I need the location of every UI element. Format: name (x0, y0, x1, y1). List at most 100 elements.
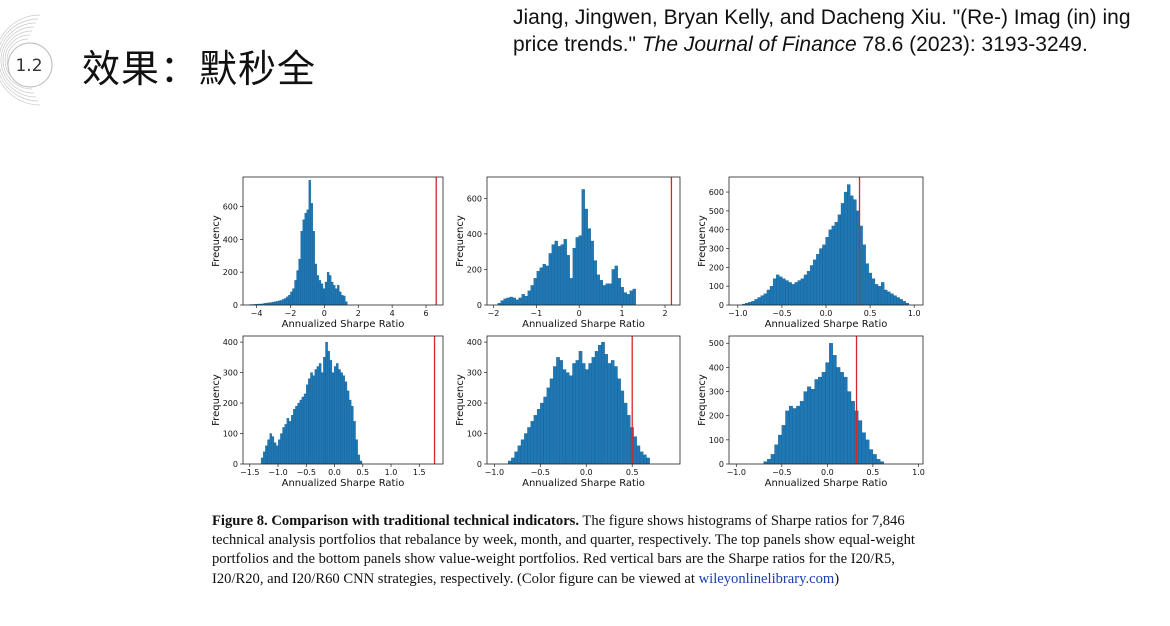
histogram-bar (778, 434, 782, 465)
histogram-bar (322, 288, 326, 306)
histogram-bar (797, 280, 802, 306)
histogram-bar (847, 184, 851, 306)
x-tick-label: 0.0 (820, 309, 833, 318)
histogram-bar (810, 388, 815, 465)
histogram-bar (290, 291, 293, 306)
slide-number: 1.2 (15, 56, 43, 76)
plot-frame (242, 335, 444, 465)
histogram-bar (338, 369, 341, 465)
histogram-bar (839, 372, 844, 465)
y-tick-label: 100 (467, 430, 482, 439)
histogram-bar (325, 341, 328, 465)
histogram-panel-top-right: −1.0 −0.5 0.0 0.5 1.0 0 100 200 300 400 500 600 Annu… (697, 176, 924, 330)
histogram-bar (594, 351, 599, 465)
y-axis-label: Frequency (211, 215, 222, 267)
histogram-bar (807, 386, 812, 465)
histogram-bar (581, 363, 586, 465)
histogram-bar (503, 298, 507, 306)
histogram-bar (643, 454, 647, 465)
citation-authors: Jiang, Jingwen, Bryan Kelly, and Dacheng… (513, 6, 1131, 56)
histogram-bar (563, 239, 567, 306)
histogram-bar (604, 354, 609, 465)
y-axis-label: Frequency (455, 215, 466, 267)
histogram-bar (296, 270, 299, 306)
histogram-bar (324, 281, 328, 306)
histogram-bar (533, 278, 537, 306)
histogram-bar (896, 297, 900, 306)
histogram-bar (590, 240, 594, 306)
histogram-bar (832, 355, 837, 465)
histogram-bar (572, 363, 576, 465)
histogram-bar (880, 282, 885, 306)
x-tick-label: −2 (285, 309, 297, 318)
histogram-bar (295, 405, 298, 465)
histogram-bar (333, 366, 337, 465)
histogram-bar (874, 284, 879, 306)
histogram-bar (316, 275, 320, 306)
histogram-bar (620, 390, 625, 465)
histogram-bar (610, 360, 615, 465)
x-tick-label: 0.5 (356, 468, 369, 477)
histogram-bar (858, 420, 863, 465)
histogram-bar (344, 381, 348, 465)
histogram-bar (276, 301, 279, 306)
histogram-bar (814, 379, 819, 465)
histogram-bar (348, 399, 352, 465)
histogram-bar (836, 367, 841, 465)
x-tick-label: −1.0 (728, 309, 747, 318)
histogram-bar (260, 457, 264, 465)
histogram-bar (598, 344, 602, 465)
histogram-bar (560, 244, 564, 306)
y-tick-label: 400 (467, 338, 482, 347)
y-tick-label: 600 (709, 188, 724, 197)
histogram-bar (323, 357, 326, 465)
histogram-bar (269, 433, 272, 465)
histogram-bar (614, 265, 618, 306)
y-tick-label: 100 (709, 436, 724, 445)
histogram-bar (578, 235, 582, 306)
histogram-bar (351, 405, 354, 465)
y-tick-label: 300 (223, 369, 238, 378)
histogram-bar (607, 363, 612, 465)
y-tick-label: 500 (709, 339, 724, 348)
histogram-bar (288, 294, 291, 306)
histogram-bar (337, 285, 340, 306)
histogram-bar (822, 244, 826, 306)
y-tick-label: 100 (709, 282, 724, 291)
histogram-bar (514, 451, 518, 465)
histogram-bar (602, 285, 606, 306)
histogram-bar (278, 300, 281, 306)
histogram-bar (314, 263, 318, 306)
histogram-bar (301, 396, 305, 465)
histogram-bar (593, 260, 597, 306)
histogram-bar (342, 375, 345, 465)
x-tick-label: −0.5 (297, 468, 316, 477)
y-tick-label: 400 (467, 230, 482, 239)
histogram-bar (639, 451, 644, 465)
histogram-bar (585, 369, 589, 465)
histogram-bar (588, 363, 592, 465)
histogram-bar (809, 265, 814, 306)
histogram-bar (330, 281, 334, 306)
histogram-bar (318, 363, 322, 465)
histogram-bar (355, 439, 358, 465)
caption-link[interactable]: wileyonlinelibrary.com (698, 570, 835, 587)
histogram-bar (345, 301, 348, 306)
x-tick-label: −0.5 (772, 309, 791, 318)
histogram-bar (819, 248, 823, 306)
histogram-bar (341, 294, 344, 306)
histogram-bar (591, 357, 596, 465)
histogram-bar (357, 454, 360, 465)
histogram-bar (299, 399, 303, 465)
histogram-bar (774, 444, 779, 465)
histogram-bar (326, 272, 330, 306)
histogram-bar (521, 294, 525, 306)
histogram-bar (799, 401, 804, 465)
histogram-panel-top-left: −4 −2 0 2 4 6 0 200 400 600 Annualized Sharpe Rati… (211, 176, 444, 330)
histogram-bar (536, 271, 540, 306)
histogram-bar (333, 285, 336, 306)
histogram-bar (587, 228, 591, 306)
slide-title: 效果：默秒全 (82, 47, 317, 91)
histogram-bar (506, 297, 510, 306)
histogram-bar (853, 199, 857, 306)
